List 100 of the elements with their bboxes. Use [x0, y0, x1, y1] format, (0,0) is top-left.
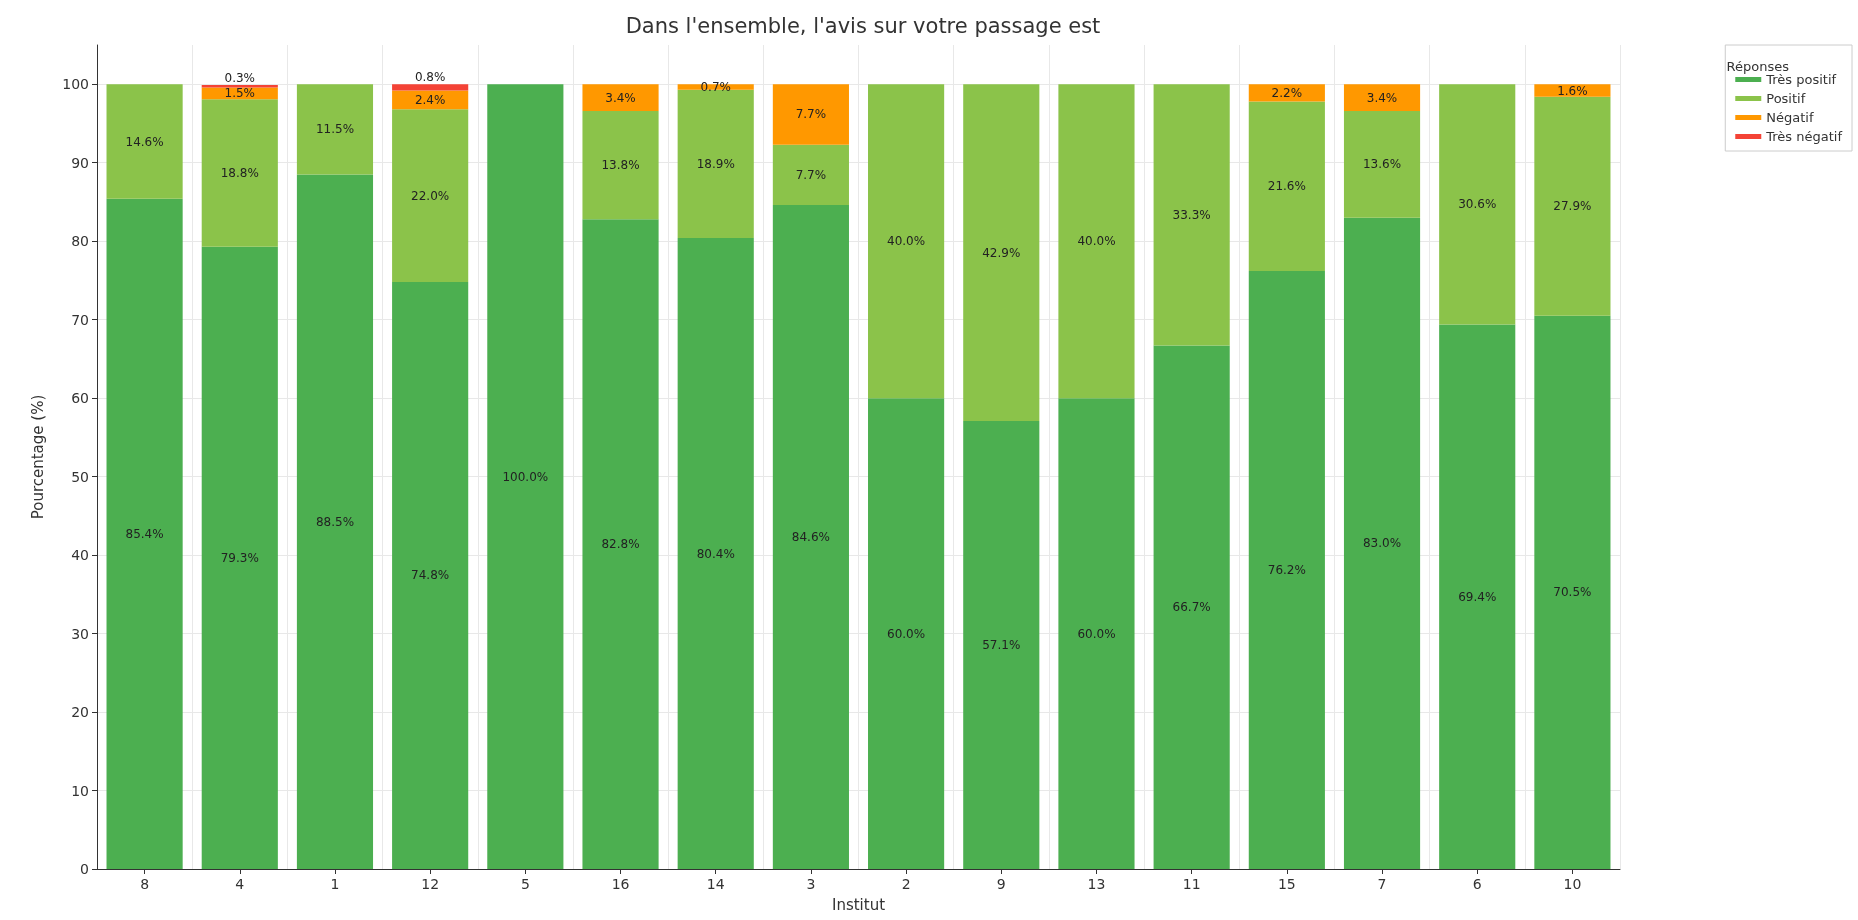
- data-label: 1.5%: [224, 86, 256, 101]
- data-label: 74.8%: [411, 568, 450, 583]
- data-label: 2.2%: [1271, 85, 1303, 100]
- legend-label: Très positif: [1765, 72, 1837, 87]
- data-label: 13.6%: [1362, 157, 1402, 172]
- bar: [677, 89, 754, 239]
- legend-label: Très négatif: [1765, 129, 1843, 144]
- bar: [1343, 217, 1421, 869]
- data-label: 0.8%: [414, 70, 446, 85]
- data-label: 40.0%: [1077, 234, 1116, 249]
- x-tick-label: 13: [1087, 876, 1106, 892]
- bar: [772, 84, 849, 145]
- data-label: 42.9%: [982, 245, 1021, 260]
- bar: [963, 420, 1040, 869]
- bar: [1439, 84, 1516, 325]
- data-label: 18.9%: [696, 156, 735, 171]
- data-label: 83.0%: [1362, 536, 1402, 551]
- data-label: 22.0%: [411, 188, 450, 203]
- bar: [1153, 84, 1230, 346]
- data-label: 60.0%: [1077, 626, 1116, 641]
- data-label: 80.4%: [696, 546, 735, 561]
- x-tick-label: 4: [235, 876, 245, 892]
- y-tick-label: 0: [80, 861, 89, 877]
- legend-label: Négatif: [1766, 110, 1814, 125]
- y-tick-label: 40: [71, 547, 89, 564]
- data-label: 11.5%: [315, 122, 355, 137]
- bar: [201, 99, 278, 247]
- x-tick-label: 16: [611, 876, 630, 892]
- bar: [1058, 84, 1135, 399]
- data-label: 3.4%: [1366, 90, 1398, 105]
- x-axis-title: Institut: [831, 895, 886, 914]
- y-tick-label: 60: [71, 390, 89, 407]
- data-label: 3.4%: [605, 90, 636, 105]
- legend-title: Réponses: [1726, 59, 1790, 74]
- data-label: 69.4%: [1458, 589, 1497, 604]
- x-tick-label: 9: [996, 876, 1006, 892]
- data-label: 21.6%: [1267, 179, 1306, 194]
- data-label: 2.4%: [414, 92, 446, 107]
- bar: [1248, 271, 1325, 869]
- data-label: 33.3%: [1172, 207, 1211, 222]
- data-label: 60.0%: [887, 626, 926, 641]
- chart-title: Dans l'ensemble, l'avis sur votre passage est: [625, 13, 1101, 38]
- bar: [1248, 84, 1325, 102]
- bar: [582, 84, 659, 111]
- data-label: 70.5%: [1553, 585, 1592, 600]
- x-tick-label: 10: [1563, 876, 1582, 892]
- bar: [1534, 96, 1611, 316]
- x-tick-label: 1: [330, 876, 340, 892]
- bar: [392, 84, 469, 91]
- data-label: 100.0%: [502, 469, 549, 484]
- y-tick-label: 20: [71, 704, 89, 721]
- data-label: 14.6%: [125, 134, 164, 149]
- bar: [868, 84, 945, 399]
- bar: [392, 282, 469, 869]
- bar: [963, 84, 1040, 421]
- y-tick-label: 70: [71, 311, 89, 328]
- data-label: 0.3%: [224, 71, 256, 86]
- bar: [772, 144, 849, 206]
- bar: [582, 110, 659, 220]
- data-label: 7.7%: [795, 167, 827, 182]
- y-axis-title: Pourcentage (%): [28, 394, 47, 520]
- bar: [106, 198, 183, 869]
- data-label: 40.0%: [887, 234, 926, 249]
- y-tick-label: 100: [62, 76, 89, 93]
- bar: [1534, 315, 1611, 869]
- y-tick-label: 80: [71, 233, 89, 250]
- bar: [1153, 345, 1230, 869]
- data-label: 88.5%: [315, 514, 355, 529]
- bar: [1343, 84, 1421, 111]
- bar: [487, 84, 564, 869]
- bar: [772, 205, 849, 869]
- x-tick-label: 11: [1182, 876, 1201, 892]
- data-label: 79.3%: [220, 550, 259, 565]
- data-label: 7.7%: [795, 107, 827, 122]
- bar: [296, 84, 374, 175]
- x-tick-label: 8: [140, 876, 150, 892]
- y-tick-label: 50: [71, 468, 89, 485]
- bar: [106, 84, 183, 199]
- x-tick-label: 2: [901, 876, 911, 892]
- x-tick-label: 15: [1277, 876, 1296, 892]
- bar: [677, 238, 754, 869]
- data-label: 84.6%: [791, 530, 830, 545]
- bar: [201, 246, 278, 869]
- data-label: 57.1%: [982, 637, 1021, 652]
- data-label: 1.6%: [1557, 83, 1588, 98]
- bar: [868, 398, 945, 869]
- bar: [582, 219, 659, 869]
- y-tick-label: 10: [71, 782, 89, 799]
- bar: [1058, 398, 1135, 869]
- bar: [296, 174, 374, 869]
- x-tick-label: 5: [520, 876, 530, 892]
- bar: [392, 109, 469, 282]
- data-label: 0.7%: [700, 79, 731, 94]
- x-tick-label: 6: [1472, 876, 1482, 892]
- bar: [1248, 101, 1325, 272]
- data-label: 76.2%: [1267, 563, 1306, 578]
- x-tick-label: 14: [706, 876, 725, 892]
- legend-label: Positif: [1766, 91, 1806, 106]
- x-tick-label: 3: [806, 876, 816, 892]
- data-label: 85.4%: [125, 526, 164, 541]
